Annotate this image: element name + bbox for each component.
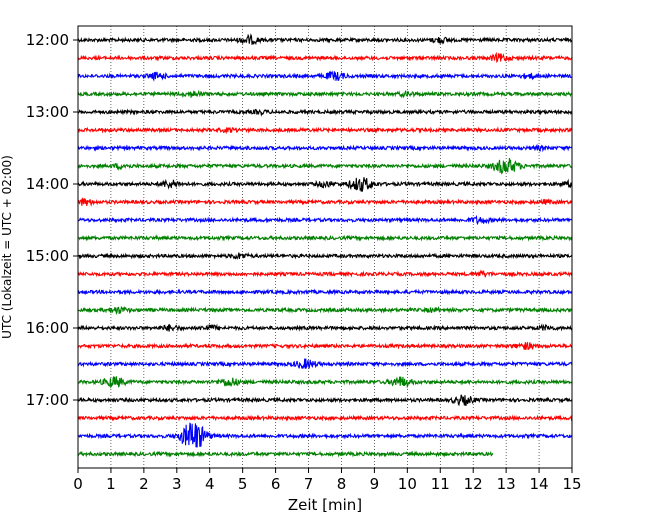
trace-1645 — [77, 376, 573, 389]
trace-1415 — [77, 196, 573, 207]
trace-1730 — [77, 422, 573, 448]
y-tick-label: 13:00 — [26, 103, 69, 121]
trace-1545 — [77, 305, 573, 315]
trace-1200 — [77, 33, 573, 46]
x-tick-label: 8 — [337, 475, 347, 493]
y-axis-title: UTC (Lokalzeit = UTC + 02:00) — [0, 155, 14, 339]
x-tick-label: 12 — [464, 475, 483, 493]
trace-group — [77, 33, 573, 458]
x-tick-label: 4 — [205, 475, 215, 493]
x-tick-label: 1 — [106, 475, 116, 493]
trace-1700 — [77, 394, 573, 407]
y-axis: 12:00 13:00 14:00 15:00 16:00 17:00 — [26, 31, 78, 409]
plot-frame — [77, 25, 573, 469]
trace-1630 — [77, 358, 573, 370]
y-tick-label: 16:00 — [26, 319, 69, 337]
y-tick-label: 12:00 — [26, 31, 69, 49]
trace-1500 — [77, 251, 573, 260]
trace-1400 — [77, 177, 573, 192]
x-axis: 0 1 2 3 4 5 6 7 8 9 10 11 12 13 14 15 — [73, 468, 582, 493]
x-tick-label: 5 — [238, 475, 248, 493]
trace-1300 — [77, 108, 573, 117]
x-tick-label: 6 — [271, 475, 281, 493]
trace-1215 — [77, 51, 573, 63]
x-tick-label: 0 — [73, 475, 83, 493]
y-tick-label: 15:00 — [26, 247, 69, 265]
trace-1315 — [77, 126, 573, 135]
trace-1745 — [77, 450, 494, 458]
trace-1715 — [77, 414, 573, 422]
x-tick-label: 14 — [530, 475, 549, 493]
trace-1230 — [77, 70, 573, 82]
trace-1430 — [77, 214, 573, 226]
x-tick-label: 13 — [497, 475, 516, 493]
trace-1445 — [77, 234, 573, 242]
x-tick-label: 11 — [431, 475, 450, 493]
x-tick-label: 15 — [562, 475, 581, 493]
trace-1345 — [77, 158, 573, 175]
trace-1245 — [77, 89, 573, 99]
x-tick-label: 3 — [172, 475, 182, 493]
x-axis-title: Zeit [min] — [288, 496, 362, 514]
x-tick-label: 7 — [304, 475, 314, 493]
x-tick-label: 9 — [370, 475, 380, 493]
trace-1515 — [77, 269, 573, 278]
trace-1330 — [77, 143, 573, 153]
trace-1530 — [77, 288, 573, 296]
x-tick-label: 2 — [139, 475, 149, 493]
trace-1600 — [77, 323, 573, 332]
y-tick-label: 14:00 — [26, 175, 69, 193]
x-tick-label: 10 — [398, 475, 417, 493]
trace-1615 — [77, 341, 573, 351]
y-tick-label: 17:00 — [26, 391, 69, 409]
